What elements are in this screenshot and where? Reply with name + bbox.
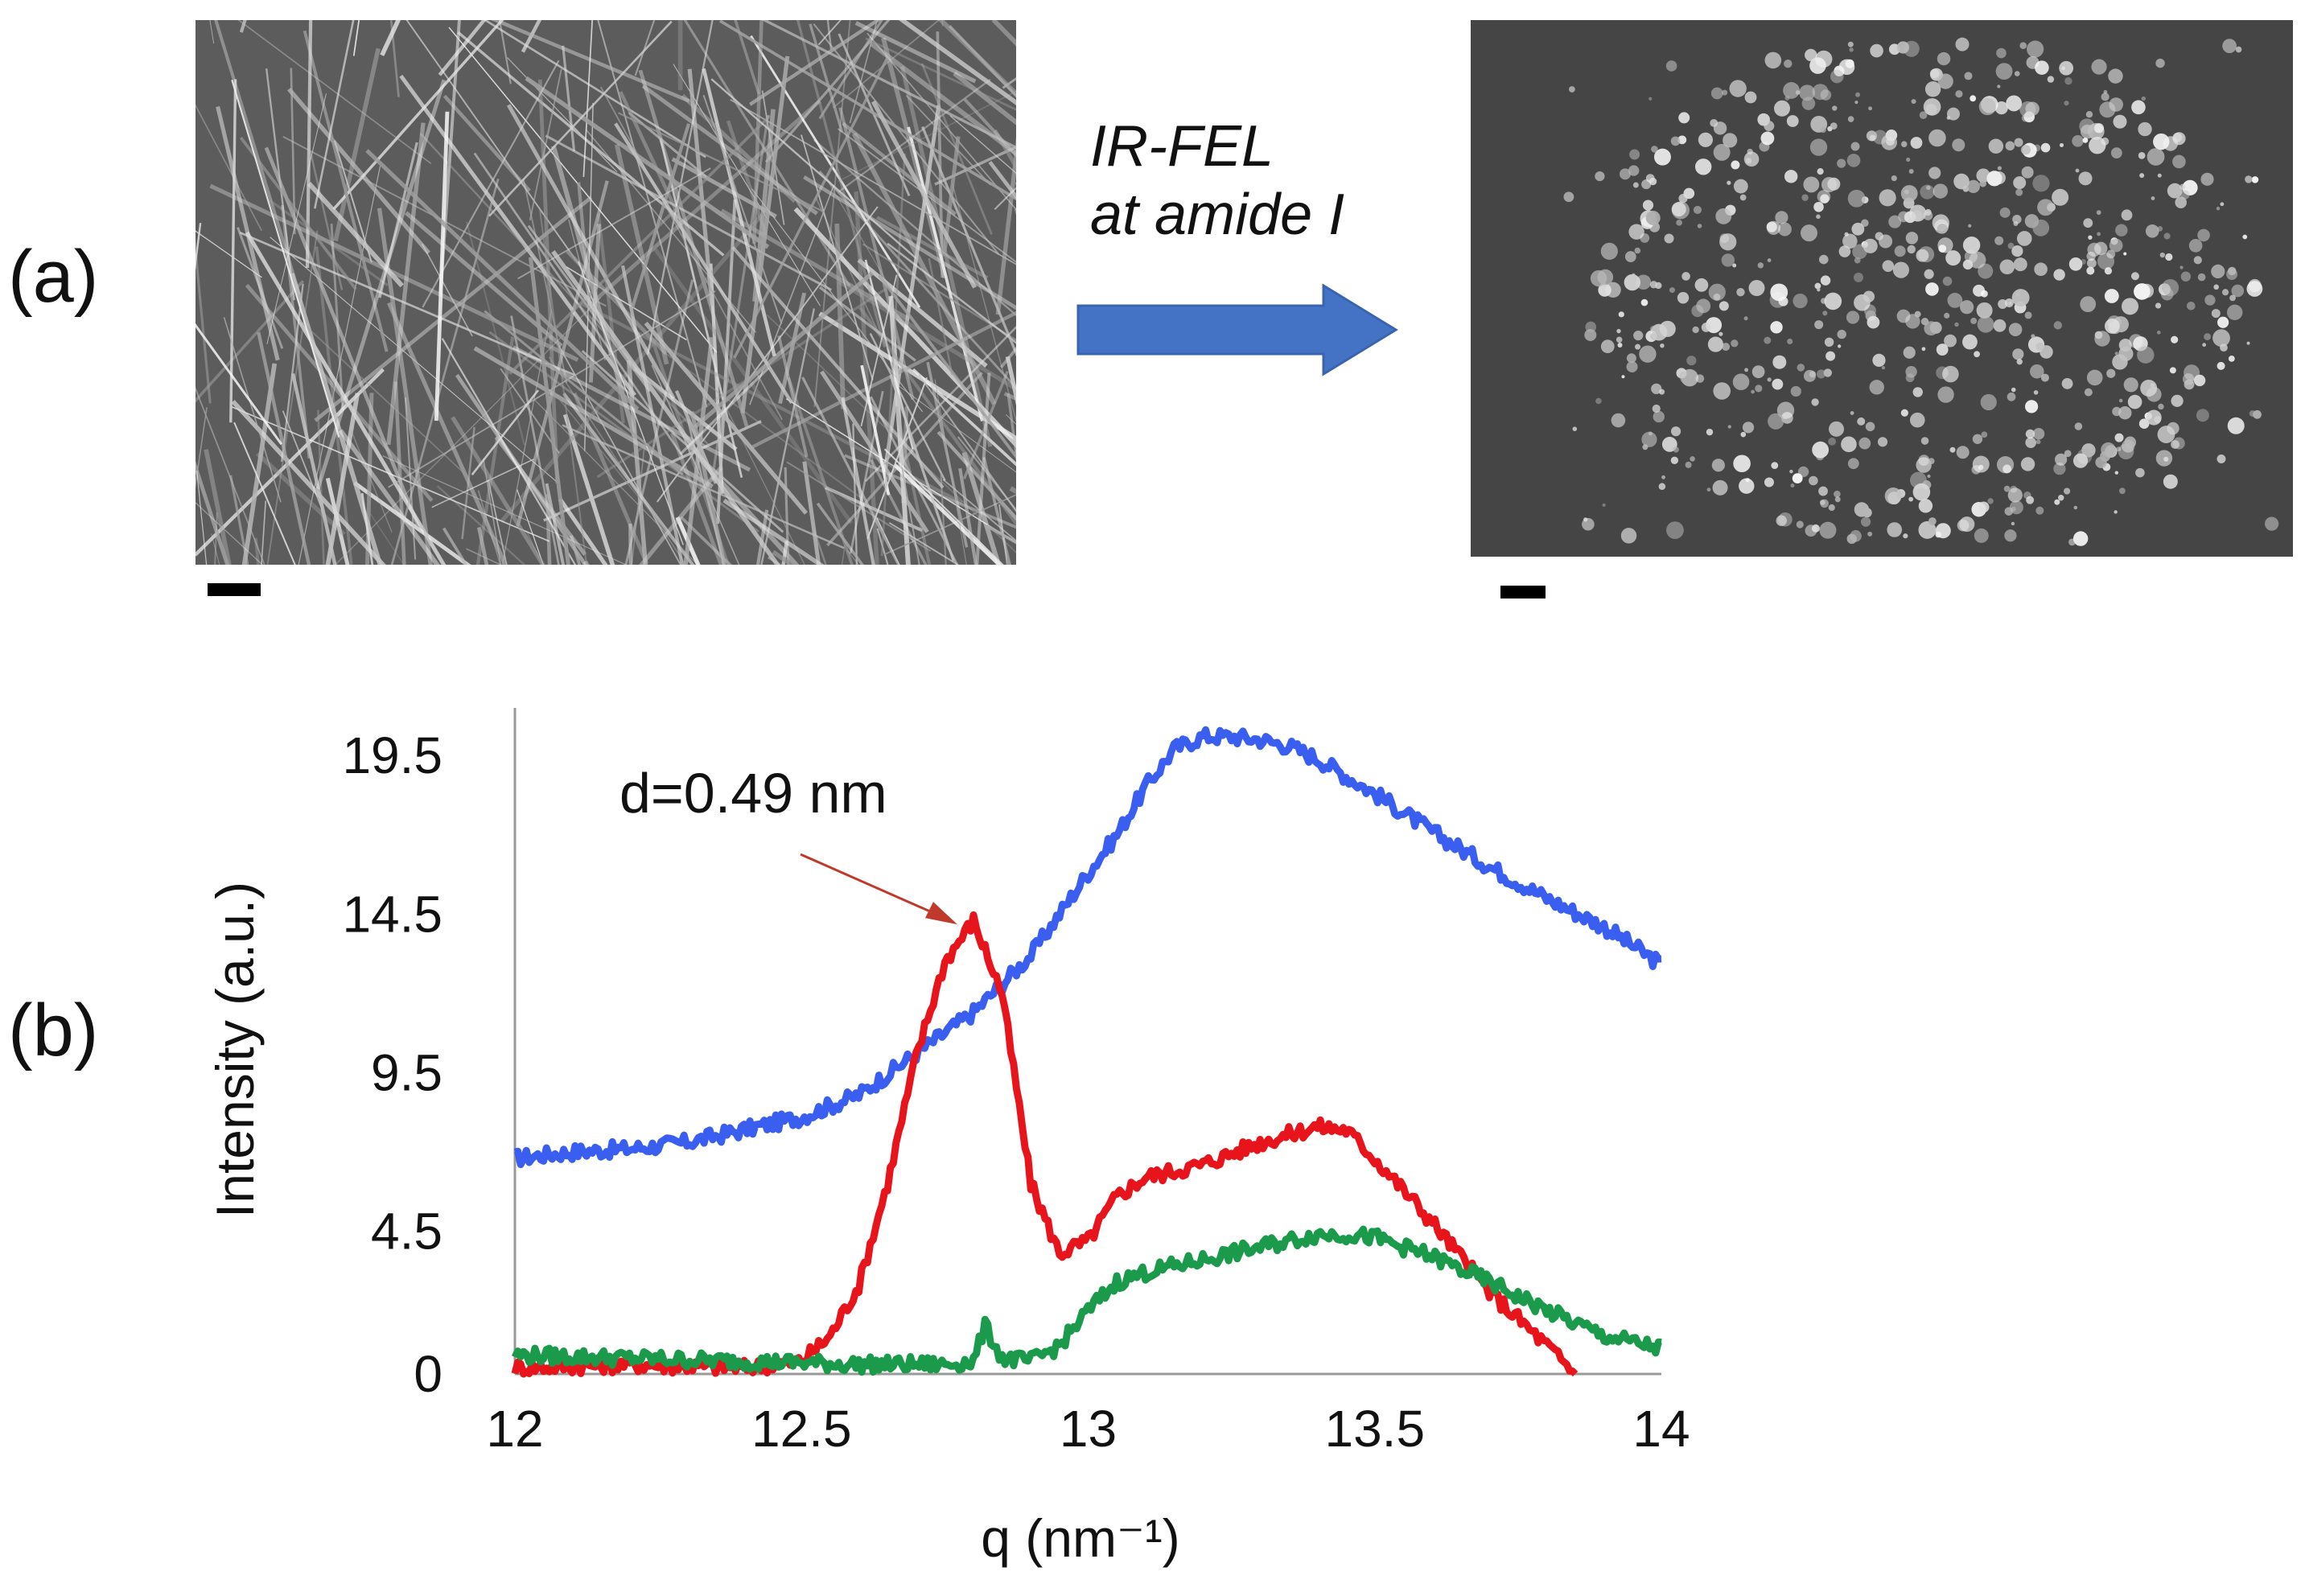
aggregate-texture xyxy=(1471,20,2293,557)
arrow-label: IR-FEL at amide I xyxy=(1090,113,1344,249)
annotation-arrow-line xyxy=(800,853,942,918)
y-tick-label: 9.5 xyxy=(371,1043,442,1101)
annotation-group: d=0.49 nm xyxy=(619,762,957,925)
x-tick-label: 13.5 xyxy=(1324,1400,1425,1458)
series-line-green xyxy=(511,1225,1662,1376)
x-tick-labels: 12 12.5 13 13.5 14 xyxy=(486,1400,1690,1458)
arrow-label-line1: IR-FEL xyxy=(1090,114,1274,179)
scale-bar-right xyxy=(1500,586,1546,598)
y-tick-label: 19.5 xyxy=(342,726,442,784)
x-tick-label: 14 xyxy=(1632,1400,1690,1458)
y-axis-title: Intensity (a.u.) xyxy=(205,882,265,1218)
x-axis-title: q (nm⁻¹) xyxy=(981,1508,1180,1568)
panel-a-label: (a) xyxy=(8,236,99,318)
panel-b-label: (b) xyxy=(8,989,99,1072)
y-tick-labels: 0 4.5 9.5 14.5 19.5 xyxy=(342,726,442,1403)
right-arrow-icon xyxy=(1076,283,1398,376)
sem-image-aggregates xyxy=(1471,20,2293,557)
x-tick-label: 12.5 xyxy=(751,1400,852,1458)
y-tick-label: 14.5 xyxy=(342,885,442,943)
y-tick-label: 0 xyxy=(414,1345,442,1403)
arrow-label-line2: at amide I xyxy=(1090,182,1345,247)
fibril-texture xyxy=(196,20,1016,565)
annotation-arrow-head xyxy=(925,902,957,925)
y-tick-label: 4.5 xyxy=(371,1203,442,1261)
series-lines xyxy=(511,726,1662,1378)
series-line-red xyxy=(511,911,1579,1378)
x-tick-label: 12 xyxy=(486,1400,543,1458)
scale-bar-left xyxy=(208,583,261,596)
x-tick-label: 13 xyxy=(1060,1400,1117,1458)
series-line-blue xyxy=(513,726,1662,1169)
chart-axes xyxy=(513,708,1661,1376)
sem-image-fibrils xyxy=(196,20,1016,565)
annotation-d-spacing: d=0.49 nm xyxy=(619,762,887,825)
